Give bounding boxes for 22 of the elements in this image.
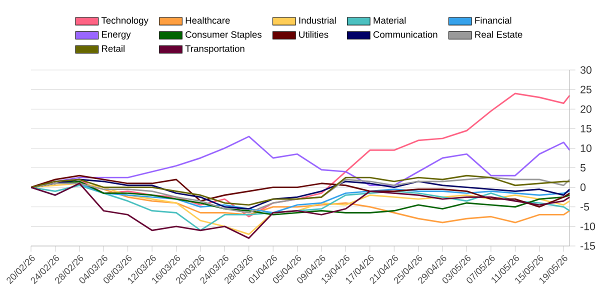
y-tick-label: 20 [580,105,592,113]
legend-label: Consumer Staples [186,30,262,40]
legend-label: Industrial [299,16,336,24]
y-tick-label: 5 [580,164,586,172]
y-tick-label: 25 [580,86,592,94]
legend-label: Transportation [185,45,244,54]
legend-label: Communication [373,30,438,38]
legend-label: Real Estate [475,30,522,38]
y-tick-label: -10 [580,222,596,230]
y-tick-label: -5 [580,203,590,211]
y-tick-label: 15 [580,124,592,132]
legend-label: Utilities [299,30,328,38]
legend-label: Financial [475,16,512,24]
y-tick-label: 30 [580,66,592,74]
legend-label: Retail [102,45,124,52]
y-tick-label: -15 [580,242,596,250]
legend-label: Healthcare [186,16,230,24]
legend-label: Energy [102,31,131,40]
legend-label: Technology [101,16,148,26]
y-tick-label: 10 [580,144,592,152]
y-tick-label: 0 [580,184,586,192]
legend-label: Material [374,16,406,24]
